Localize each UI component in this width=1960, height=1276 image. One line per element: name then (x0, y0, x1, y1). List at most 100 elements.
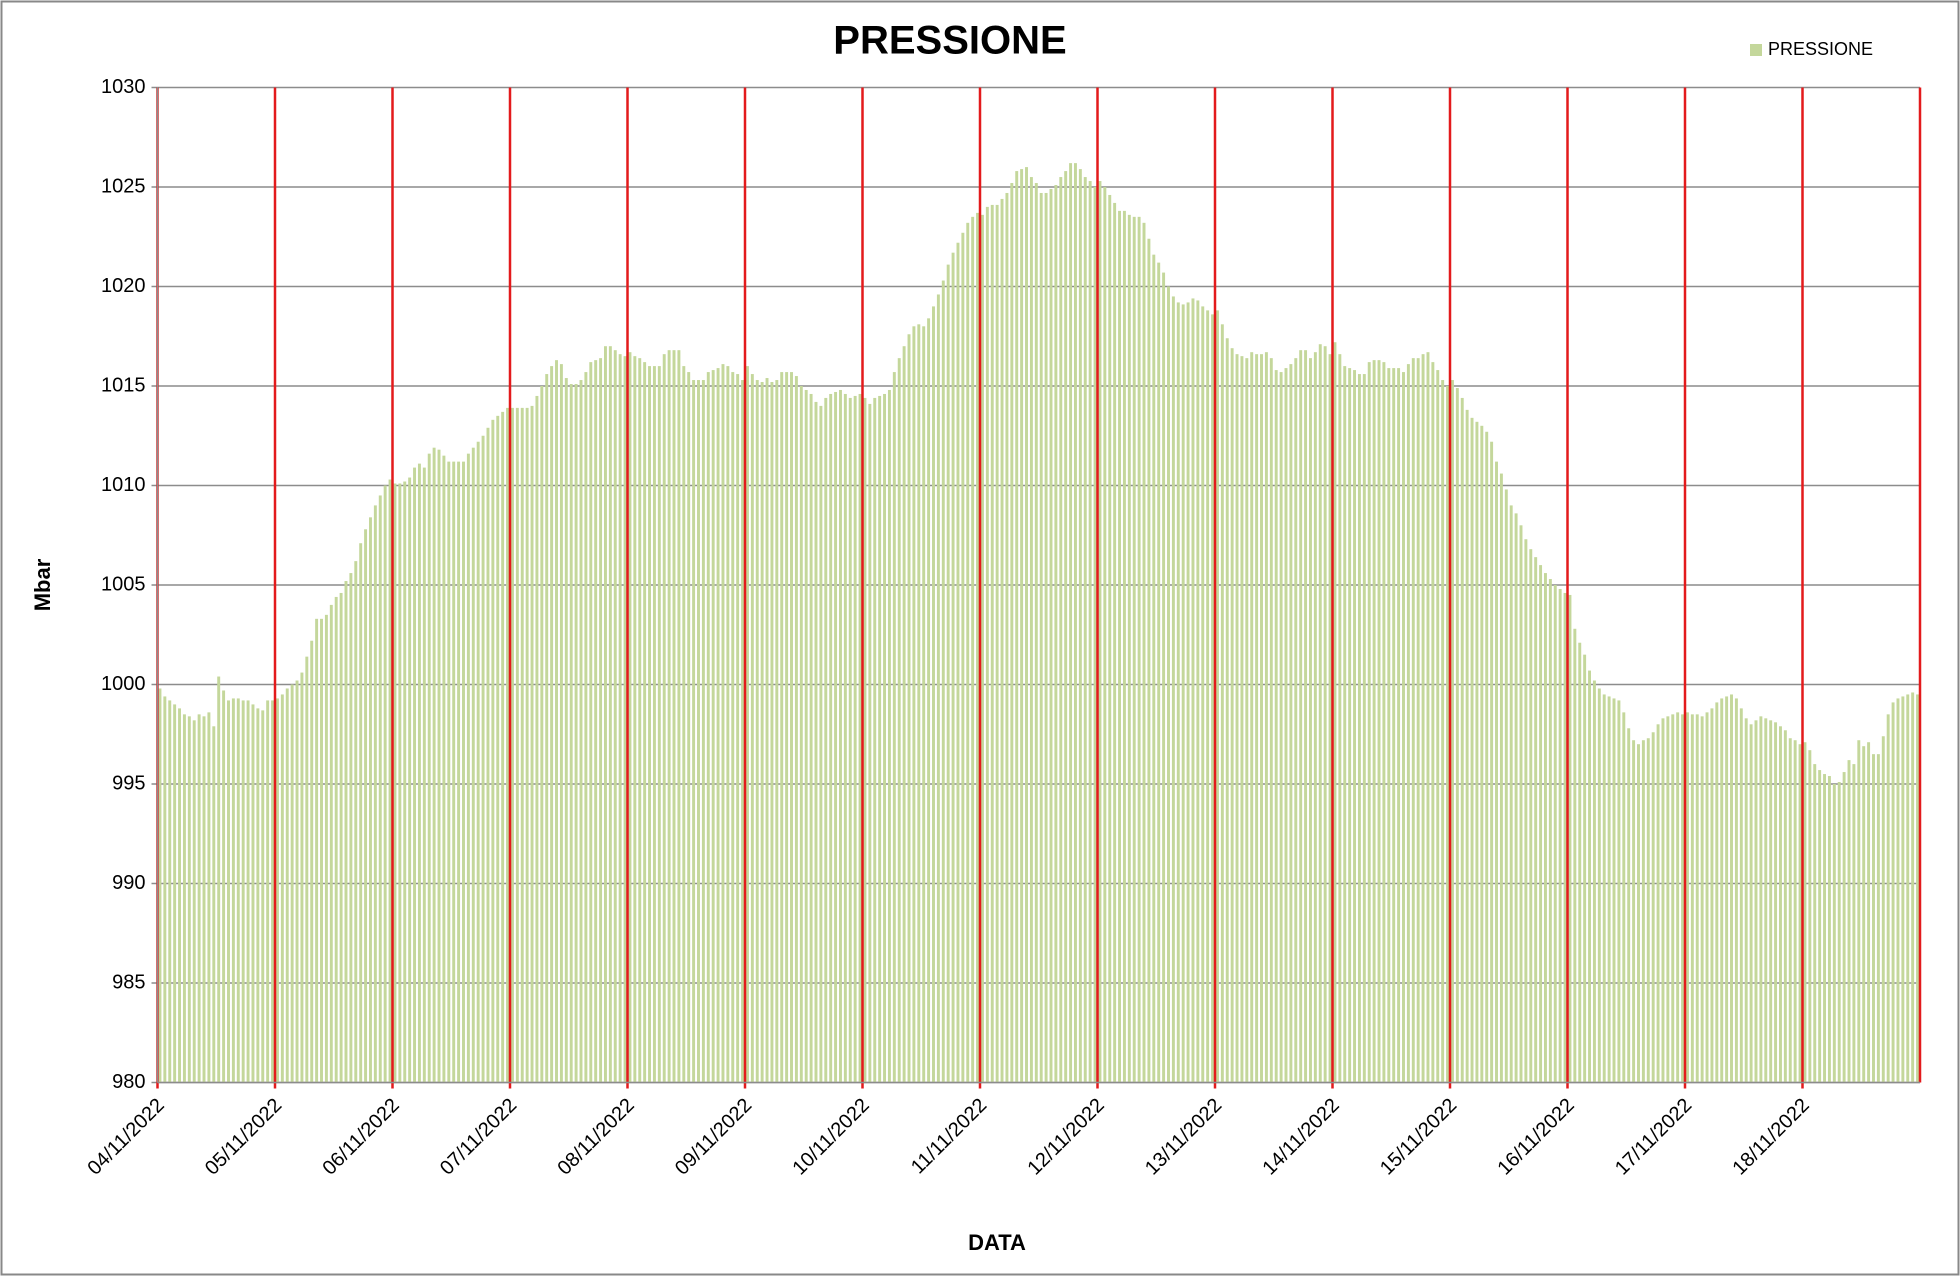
bar (256, 708, 260, 1083)
bar (1524, 539, 1528, 1083)
bar (182, 714, 186, 1083)
bar (1059, 177, 1063, 1083)
bar (976, 212, 980, 1083)
bar (324, 614, 328, 1083)
bar (1245, 358, 1249, 1083)
bar (1465, 409, 1469, 1083)
bar (1005, 192, 1009, 1083)
bar (334, 596, 338, 1083)
bar (1558, 588, 1562, 1083)
bar (1122, 210, 1126, 1083)
bar (1274, 370, 1278, 1083)
bar (1906, 694, 1910, 1083)
bar (462, 461, 465, 1083)
bar (721, 364, 725, 1083)
bar (1651, 732, 1655, 1083)
bar (1402, 372, 1405, 1083)
bar (697, 380, 700, 1083)
bar (1103, 187, 1107, 1083)
bar (525, 407, 529, 1083)
bar (417, 463, 421, 1083)
bar (1181, 304, 1185, 1083)
bar (359, 543, 363, 1083)
bar (883, 393, 886, 1083)
bar (432, 447, 436, 1083)
bar (398, 483, 402, 1083)
bar (1206, 310, 1210, 1083)
bar (760, 382, 764, 1083)
bar (1372, 360, 1376, 1083)
bar (648, 366, 651, 1083)
bar (1588, 670, 1591, 1083)
bar (775, 380, 779, 1083)
y-tick-label: 985 (112, 971, 145, 993)
bar (692, 380, 696, 1083)
bar (907, 334, 911, 1083)
bar (770, 382, 774, 1083)
bar (638, 358, 642, 1083)
bar (1313, 352, 1317, 1083)
bar (329, 604, 333, 1083)
bar (476, 441, 480, 1083)
bar (1886, 714, 1890, 1083)
bar (373, 505, 377, 1083)
bar (1495, 461, 1498, 1083)
bar (1450, 380, 1454, 1083)
bar (1318, 344, 1322, 1083)
bar (1460, 397, 1464, 1083)
bar (1876, 754, 1880, 1083)
bar (1641, 740, 1645, 1083)
bar (197, 714, 201, 1083)
bar (1078, 169, 1082, 1083)
y-tick-label: 980 (112, 1071, 145, 1093)
bar (275, 698, 279, 1083)
bar (1813, 764, 1817, 1083)
bar (790, 372, 793, 1083)
bar (192, 720, 196, 1083)
bar (1088, 181, 1092, 1083)
bar (711, 370, 715, 1083)
bar (1191, 298, 1195, 1083)
bar (1544, 573, 1547, 1083)
bar (809, 393, 813, 1083)
bar (1818, 770, 1822, 1083)
bar (1196, 300, 1200, 1083)
bar (643, 362, 647, 1083)
bar (222, 690, 226, 1083)
bar (687, 372, 691, 1083)
bar (1769, 720, 1773, 1083)
bar (1328, 354, 1332, 1083)
bar (212, 726, 216, 1083)
bar (1049, 188, 1053, 1083)
bar (1142, 222, 1146, 1083)
bar (1157, 262, 1161, 1083)
bar (501, 411, 505, 1083)
bar (657, 366, 661, 1083)
bar (1553, 585, 1557, 1083)
bar (1612, 698, 1616, 1083)
bar (1411, 358, 1415, 1083)
bar (545, 374, 549, 1083)
bar (515, 407, 519, 1083)
bar (731, 372, 735, 1083)
bar (1137, 216, 1141, 1083)
bar (961, 232, 965, 1083)
bar (1309, 358, 1312, 1083)
bar (1499, 473, 1503, 1083)
bar (1020, 169, 1024, 1083)
bar (550, 366, 554, 1083)
bar (755, 380, 759, 1083)
bar (785, 372, 789, 1083)
bar (971, 216, 975, 1083)
bar (236, 698, 240, 1083)
bar (672, 350, 676, 1083)
bar (1602, 694, 1606, 1083)
bar (207, 712, 211, 1083)
bar (1392, 368, 1396, 1083)
bar (1162, 272, 1166, 1083)
bar (1426, 352, 1430, 1083)
bar (246, 700, 250, 1083)
bar (1627, 728, 1631, 1083)
bar (466, 453, 470, 1083)
bar (1891, 702, 1895, 1083)
